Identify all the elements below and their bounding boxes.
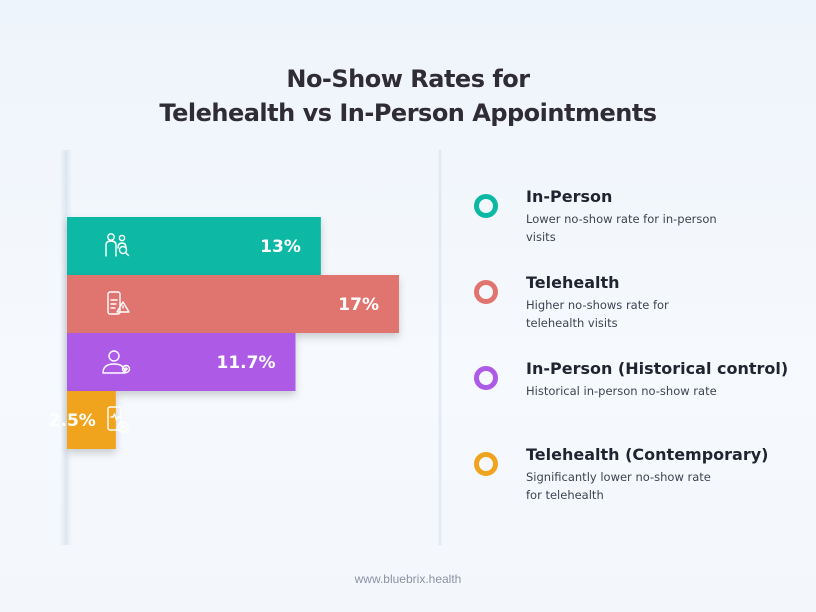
legend-description: Significantly lower no-show rate for tel…	[526, 470, 711, 502]
legend-item-in-person-historical: In-Person (Historical control) Historica…	[470, 358, 800, 444]
mobile-alert-icon	[107, 291, 130, 315]
legend-name: In-Person	[526, 187, 613, 206]
legend-name: Telehealth (Contemporary)	[526, 445, 769, 464]
legend-ring-icon	[474, 452, 498, 476]
bar-value-label: 17%	[338, 295, 379, 315]
doctor-icon	[102, 350, 131, 374]
doctor-search-icon	[105, 233, 130, 257]
bar-group-4: 2.5%	[49, 391, 129, 449]
bar-value-label: 13%	[260, 237, 301, 257]
bar-value-label: 11.7%	[217, 353, 276, 373]
legend-item-in-person: In-Person Lower no-show rate for in-pers…	[470, 186, 800, 272]
bar-group-1: 13%	[67, 217, 321, 275]
legend-description: Higher no-shows rate for telehealth visi…	[526, 298, 669, 330]
bar-3	[67, 333, 296, 391]
legend-item-telehealth-contemporary: Telehealth (Contemporary) Significantly …	[470, 444, 800, 530]
legend: In-Person Lower no-show rate for in-pers…	[470, 186, 800, 530]
legend-ring-icon	[474, 280, 498, 304]
bar-value-label: 2.5%	[49, 411, 96, 431]
chart-title-line-1: No-Show Rates for	[286, 65, 530, 93]
bar-group-2: 17%	[67, 275, 399, 333]
mobile-medical-icon	[107, 406, 129, 433]
legend-description: Historical in-person no-show rate	[526, 384, 717, 398]
legend-name: Telehealth	[526, 273, 620, 292]
legend-name: In-Person (Historical control)	[526, 359, 789, 378]
panel-divider	[438, 150, 442, 545]
legend-ring-icon	[474, 366, 498, 390]
chart-title: No-Show Rates for Telehealth vs In-Perso…	[0, 62, 816, 130]
bar-group-3: 11.7%	[67, 333, 296, 391]
footer-url: www.bluebrix.health	[354, 572, 462, 586]
legend-ring-icon	[474, 194, 498, 218]
bar-1	[67, 217, 321, 275]
chart-title-line-2: Telehealth vs In-Person Appointments	[159, 99, 657, 127]
legend-item-telehealth: Telehealth Higher no-shows rate for tele…	[470, 272, 800, 358]
legend-description: Lower no-show rate for in-person visits	[526, 212, 717, 244]
